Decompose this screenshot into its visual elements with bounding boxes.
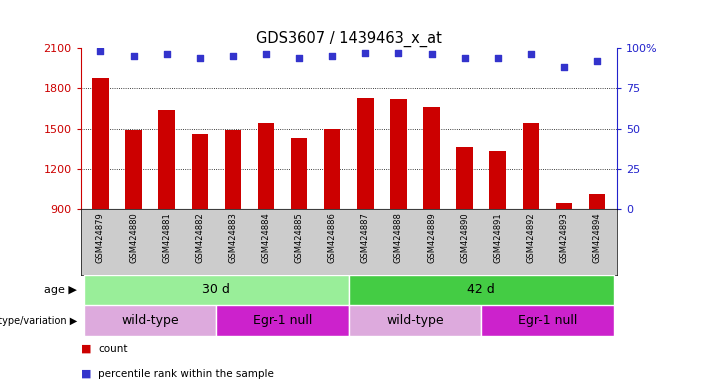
Text: GSM424886: GSM424886	[327, 213, 336, 263]
Text: GSM424893: GSM424893	[559, 213, 569, 263]
Bar	[158, 110, 175, 209]
Point	[95, 48, 106, 54]
Text: count: count	[98, 344, 128, 354]
Text: wild-type: wild-type	[121, 314, 179, 327]
Text: age ▶: age ▶	[44, 285, 77, 295]
Bar	[456, 147, 473, 209]
Text: 42 d: 42 d	[468, 283, 495, 296]
Point	[426, 51, 437, 58]
Point	[459, 55, 470, 61]
Bar	[84, 305, 217, 336]
Bar	[224, 130, 241, 209]
Text: GSM424881: GSM424881	[162, 213, 171, 263]
Bar	[556, 203, 572, 209]
Bar	[423, 107, 440, 209]
Bar	[217, 305, 349, 336]
Point	[592, 58, 603, 64]
Title: GDS3607 / 1439463_x_at: GDS3607 / 1439463_x_at	[256, 30, 442, 46]
Text: wild-type: wild-type	[386, 314, 444, 327]
Text: GSM424884: GSM424884	[261, 213, 271, 263]
Text: Egr-1 null: Egr-1 null	[253, 314, 312, 327]
Text: Egr-1 null: Egr-1 null	[517, 314, 577, 327]
Bar	[93, 78, 109, 209]
Point	[492, 55, 503, 61]
Text: GSM424887: GSM424887	[361, 213, 370, 263]
Bar	[489, 152, 506, 209]
Text: GSM424894: GSM424894	[592, 213, 601, 263]
Point	[128, 53, 139, 59]
Bar	[349, 275, 613, 305]
Bar	[589, 195, 605, 209]
Point	[525, 51, 536, 58]
Text: GSM424892: GSM424892	[526, 213, 536, 263]
Bar	[84, 275, 349, 305]
Bar	[258, 123, 274, 209]
Point	[194, 55, 205, 61]
Bar	[522, 123, 539, 209]
Point	[260, 51, 271, 58]
Bar	[191, 134, 208, 209]
Text: GSM424879: GSM424879	[96, 213, 105, 263]
Text: GSM424891: GSM424891	[494, 213, 502, 263]
Bar	[390, 99, 407, 209]
Text: GSM424883: GSM424883	[229, 213, 238, 263]
Bar	[125, 130, 142, 209]
Point	[360, 50, 371, 56]
Bar	[349, 305, 481, 336]
Text: genotype/variation ▶: genotype/variation ▶	[0, 316, 77, 326]
Text: GSM424888: GSM424888	[394, 213, 403, 263]
Text: GSM424890: GSM424890	[460, 213, 469, 263]
Text: percentile rank within the sample: percentile rank within the sample	[98, 369, 274, 379]
Text: GSM424885: GSM424885	[294, 213, 304, 263]
Point	[393, 50, 404, 56]
Bar	[481, 305, 613, 336]
Bar	[324, 129, 341, 209]
Text: GSM424889: GSM424889	[427, 213, 436, 263]
Point	[327, 53, 338, 59]
Text: GSM424882: GSM424882	[196, 213, 204, 263]
Bar	[357, 98, 374, 209]
Point	[558, 64, 569, 70]
Point	[161, 51, 172, 58]
Text: ■: ■	[81, 369, 91, 379]
Text: GSM424880: GSM424880	[129, 213, 138, 263]
Text: ■: ■	[81, 344, 91, 354]
Point	[227, 53, 238, 59]
Text: 30 d: 30 d	[203, 283, 230, 296]
Bar	[291, 138, 307, 209]
Point	[294, 55, 305, 61]
